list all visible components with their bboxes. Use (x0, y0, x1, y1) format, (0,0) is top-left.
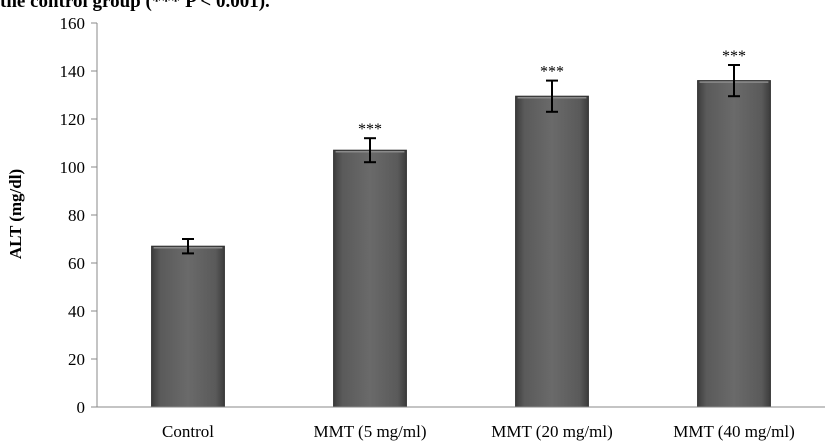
significance-marker: *** (540, 64, 564, 81)
y-tick-label: 40 (68, 302, 85, 321)
y-tick-label: 160 (60, 14, 86, 33)
figure-caption: the control group (*** P < 0.001). (0, 0, 270, 12)
y-tick-label: 0 (77, 398, 86, 417)
y-tick-label: 80 (68, 206, 85, 225)
x-category-label: Control (162, 422, 214, 441)
bar-1 (151, 245, 225, 408)
y-tick-label: 100 (60, 158, 86, 177)
bar-2 (333, 149, 407, 408)
y-tick-label: 20 (68, 350, 85, 369)
x-category-label: MMT (20 mg/ml) (491, 422, 613, 441)
x-category-label: MMT (40 mg/ml) (673, 422, 795, 441)
y-tick-label: 140 (60, 62, 86, 81)
y-tick-label: 60 (68, 254, 85, 273)
bars: *** *** *** (151, 48, 771, 408)
bar-3 (515, 95, 589, 408)
x-category-label: MMT (5 mg/ml) (313, 422, 426, 441)
significance-marker: *** (722, 48, 746, 65)
y-axis: 0 20 40 60 80 100 120 140 160 (60, 14, 98, 417)
bar-4 (697, 80, 771, 408)
y-axis-label: ALT (mg/dl) (6, 169, 25, 259)
y-tick-label: 120 (60, 110, 86, 129)
x-axis: Control MMT (5 mg/ml) MMT (20 mg/ml) MMT (4… (97, 406, 825, 441)
significance-marker: *** (358, 121, 382, 138)
